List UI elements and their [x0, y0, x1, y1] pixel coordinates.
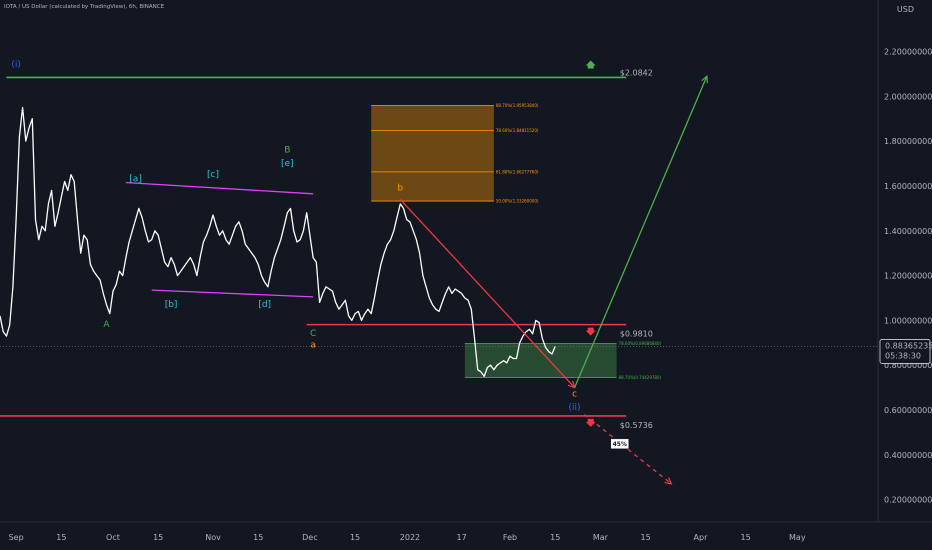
price-series-line [0, 106, 556, 378]
x-tick-label: Dec [302, 533, 317, 542]
price-tag-box [879, 339, 931, 364]
fib-zone [464, 343, 617, 378]
y-tick-label: 1.80000000 [884, 137, 932, 146]
fib-level-label: 78.60%(0.89686840) [619, 341, 662, 346]
trendline [125, 181, 314, 195]
trendline [399, 198, 576, 389]
wave-label: b [397, 183, 403, 193]
current-price-value: 0.88365235 [885, 341, 932, 350]
x-tick-label: 15 [253, 533, 263, 542]
y-tick-label: 1.00000000 [884, 316, 932, 325]
y-tick-label: 1.20000000 [884, 272, 932, 281]
trendline [151, 289, 314, 298]
wave-label: A [103, 320, 110, 330]
price-level-label: $2.0842 [620, 68, 653, 77]
currency-label: USD [897, 5, 914, 14]
x-tick-label: 2022 [400, 533, 420, 542]
arrowhead-icon [701, 74, 709, 84]
fib-level-label: 78.60%(1.84811520) [496, 128, 539, 133]
percent-badge [610, 438, 630, 450]
x-tick-label: Sep [9, 533, 24, 542]
series-layer [0, 106, 556, 378]
x-tick-label: 15 [741, 533, 751, 542]
x-tick-label: Apr [694, 533, 709, 542]
wave-label: B [284, 145, 290, 155]
x-tick-label: May [789, 533, 806, 542]
wave-label: C [310, 329, 316, 339]
y-tick-label: 2.20000000 [884, 48, 932, 57]
x-tick-label: 15 [153, 533, 163, 542]
wave-label: a [310, 340, 316, 350]
countdown-timer: 05:38:30 [885, 351, 921, 360]
wave-label: [d] [258, 300, 271, 310]
horizontal-lines-layer: $2.0842 $0.9810 $0.5736 [0, 60, 653, 430]
trendline [573, 75, 708, 388]
x-tick-label: Feb [503, 533, 517, 542]
y-tick-label: 0.60000000 [884, 406, 932, 415]
x-tick-label: 17 [457, 533, 467, 542]
wave-label: c [572, 390, 577, 400]
y-tick-label: 1.60000000 [884, 182, 932, 191]
percent-badge-label: 45% [613, 441, 627, 448]
wave-label: [b] [165, 300, 178, 310]
arrowhead-icon [664, 477, 673, 485]
wave-label: [c] [207, 170, 219, 180]
wave-labels-layer: (i) A [a] [b] [c] [d] [e] B Ca b c (ii) 45% [11, 60, 630, 450]
arrow-up-icon [585, 60, 596, 69]
fib-zone [371, 105, 494, 202]
x-tick-label: Oct [106, 533, 120, 542]
y-tick-label: 0.80000000 [884, 361, 932, 370]
trendlines-layer [125, 74, 709, 485]
x-tick-label: 15 [56, 533, 66, 542]
y-tick-label: 0.40000000 [884, 451, 932, 460]
y-tick-label: 0.20000000 [884, 496, 932, 505]
arrow-down-icon [585, 327, 596, 336]
x-tick-label: Nov [205, 533, 221, 542]
y-tick-label: 2.00000000 [884, 92, 932, 101]
fib-level-label: 88.70%(1.95953840) [496, 103, 539, 108]
fib-level-label: 61.80%(1.66277760) [496, 169, 539, 174]
wave-label: (ii) [569, 403, 581, 413]
wave-label: [e] [281, 159, 294, 169]
y-tick-label: 1.40000000 [884, 227, 932, 236]
wave-label: (i) [11, 60, 21, 70]
fib-level-label: 88.70%(0.74429780) [619, 375, 662, 380]
x-tick-label: 15 [550, 533, 560, 542]
fib-level-label: 50.00%(1.53260000) [496, 199, 539, 204]
symbol-title: IOTA / US Dollar (calculated by TradingV… [4, 4, 165, 10]
x-tick-label: Mar [593, 533, 609, 542]
price-level-label: $0.5736 [620, 421, 653, 430]
x-tick-label: 15 [350, 533, 360, 542]
x-tick-label: 15 [640, 533, 650, 542]
fib-zones-layer: 88.70%(1.95953840) 78.60%(1.84811520) 61.8… [371, 103, 662, 380]
wave-label: [a] [129, 174, 142, 184]
price-level-label: $0.9810 [620, 330, 653, 339]
trendline [583, 413, 672, 485]
current-price-tag: 0.88365235 05:38:30 [0, 339, 932, 364]
